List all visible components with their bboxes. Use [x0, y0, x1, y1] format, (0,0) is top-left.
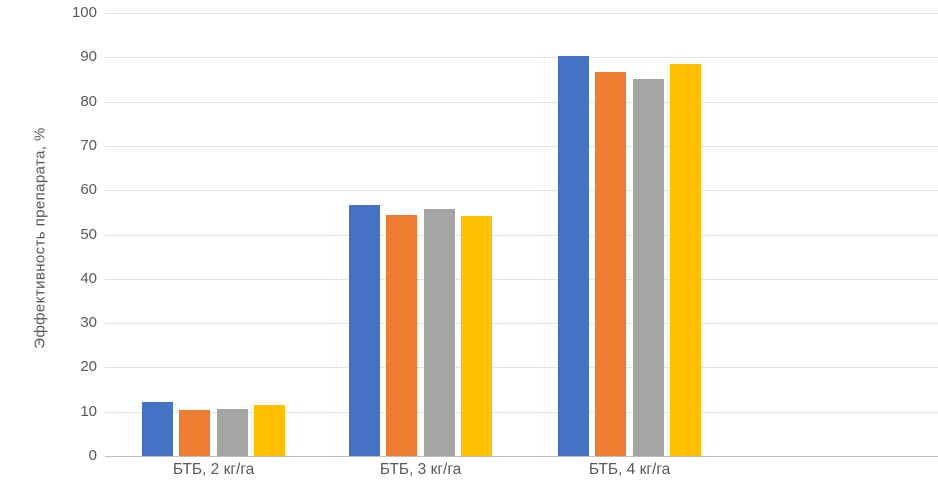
gridline: [105, 13, 938, 14]
y-tick-label: 50: [80, 225, 97, 243]
y-tick-label: 70: [80, 136, 97, 154]
y-tick-label: 30: [80, 314, 97, 332]
gridline: [105, 367, 938, 369]
y-tick-label: 0: [88, 447, 97, 464]
x-category-label: БТБ, 4 кг/га: [588, 461, 671, 478]
y-tick-label: 10: [80, 402, 97, 420]
x-category-label: БТБ, 3 кг/га: [379, 461, 462, 478]
bar-series-3-gray-group2: [423, 209, 455, 456]
gridline: [105, 57, 938, 59]
bar-series-2-orange-group3: [595, 71, 627, 456]
gridline: [105, 411, 938, 413]
bar-series-3-gray-group1: [216, 409, 248, 456]
gridline: [105, 234, 938, 236]
x-axis-line: [105, 456, 938, 457]
x-category-label: БТБ, 2 кг/га: [172, 461, 255, 478]
bar-series-2-orange-group1: [179, 409, 211, 456]
y-tick-label: 90: [80, 48, 97, 66]
bar-series-4-yellow-group3: [670, 63, 702, 456]
gridline: [105, 145, 938, 147]
gridline: [105, 101, 938, 103]
bar-series-4-yellow-group1: [254, 404, 286, 456]
y-tick-label: 100: [71, 4, 97, 21]
y-axis-title: Эффективность препарата, %: [31, 127, 49, 349]
y-tick-label: 60: [80, 181, 97, 199]
y-tick-label: 40: [80, 269, 97, 287]
bar-series-1-blue-group2: [349, 205, 380, 456]
y-tick-label: 80: [80, 92, 97, 110]
bar-series-4-yellow-group2: [461, 215, 493, 456]
y-tick-label: 20: [80, 358, 97, 376]
gridline: [105, 323, 938, 325]
gridline: [105, 278, 938, 280]
bar-series-2-orange-group2: [386, 214, 418, 456]
gridline: [105, 190, 938, 192]
bar-series-1-blue-group3: [558, 55, 589, 456]
bar-series-3-gray-group3: [632, 79, 664, 456]
bar-series-1-blue-group1: [142, 401, 173, 456]
